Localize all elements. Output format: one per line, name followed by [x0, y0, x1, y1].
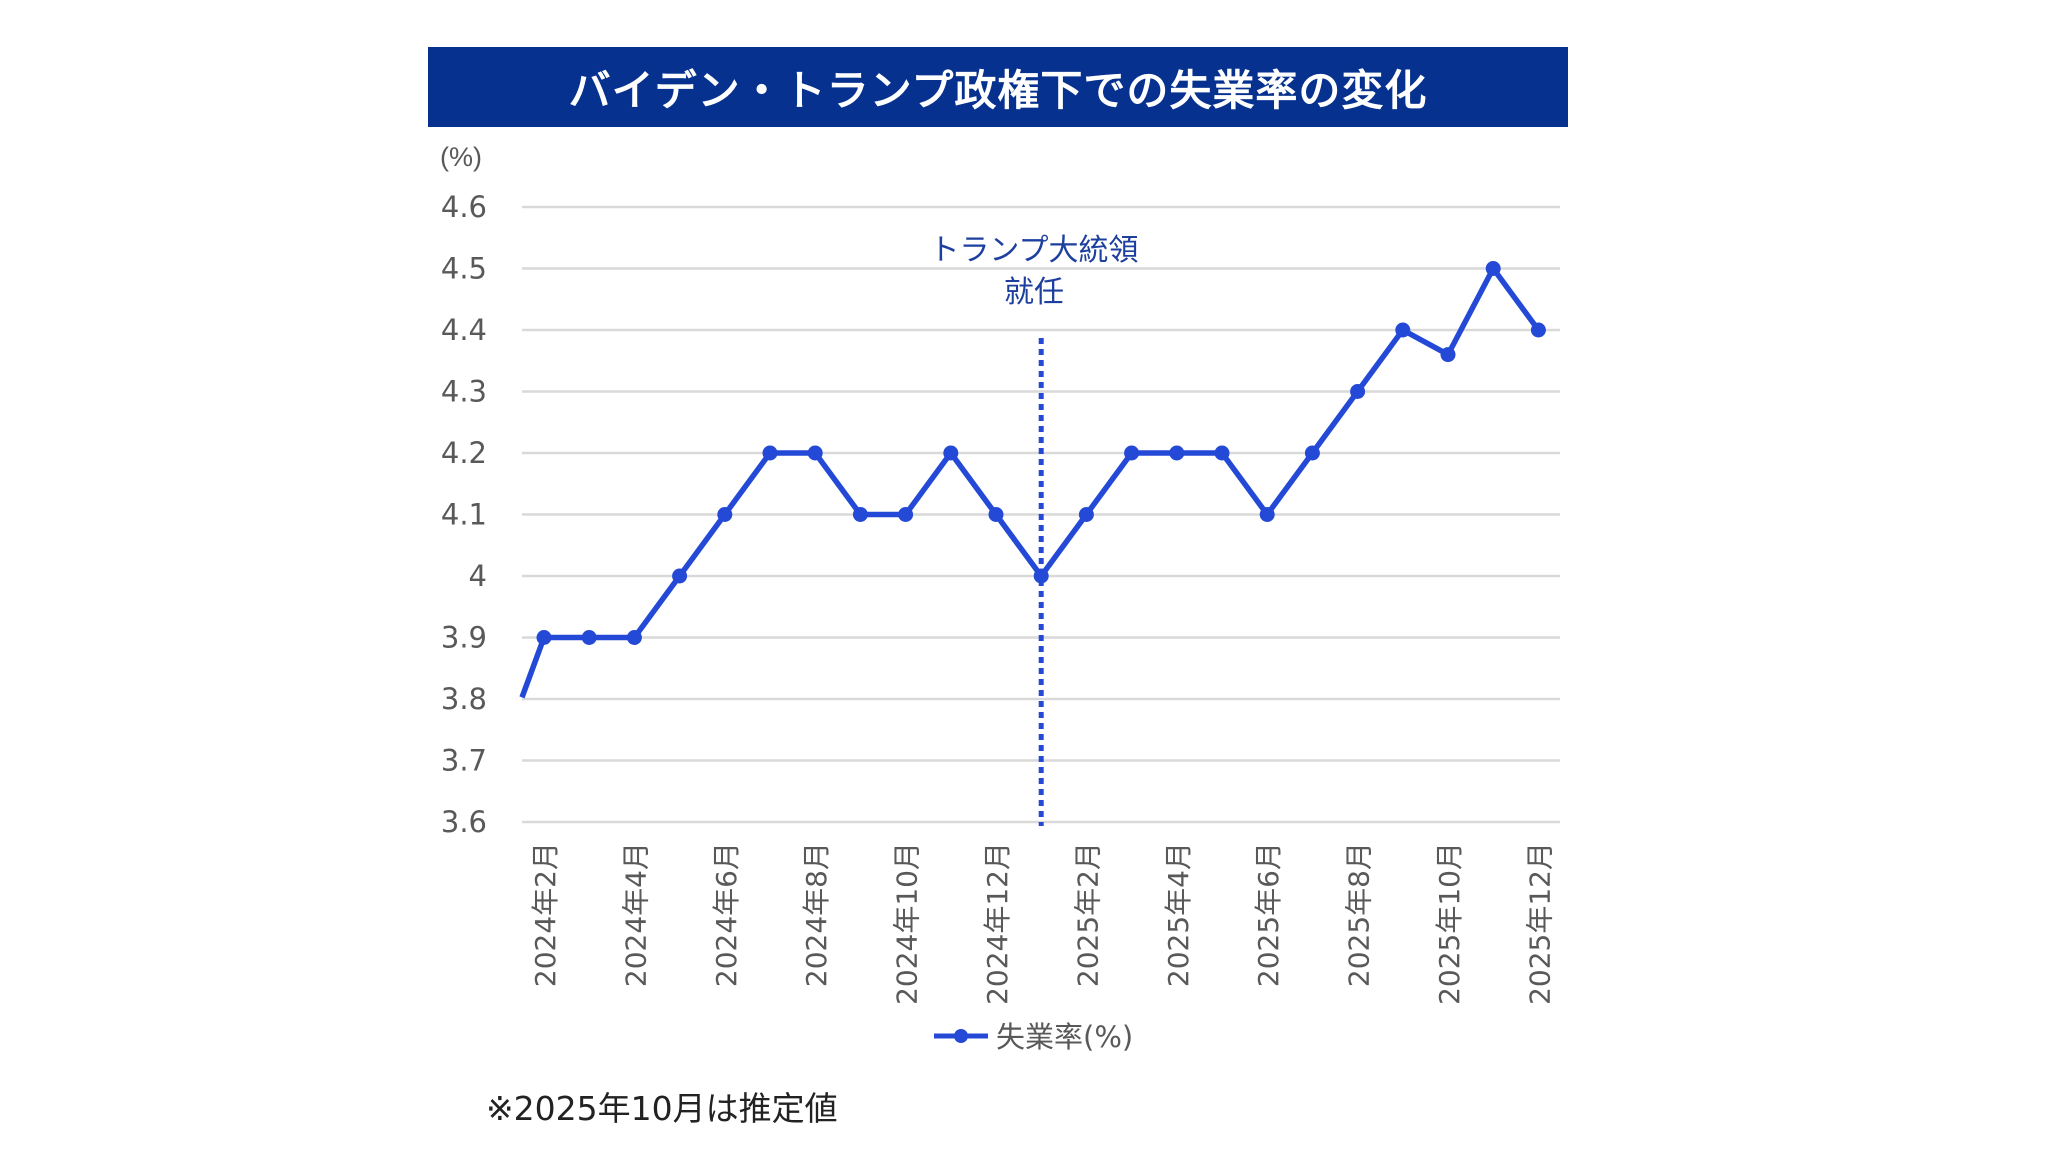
data-point: [1304, 445, 1320, 461]
data-point: [1440, 347, 1456, 363]
y-tick-label: 4.5: [441, 252, 487, 286]
y-tick-label: 4.1: [441, 498, 487, 532]
y-tick-label: 4.4: [441, 313, 487, 347]
footnote: ※2025年10月は推定値: [486, 1089, 838, 1128]
data-point: [1259, 507, 1275, 522]
y-tick-label: 3.9: [441, 621, 487, 655]
x-tick-label: 2024年8月: [800, 842, 833, 987]
series-line-unemployment: [519, 265, 1541, 699]
y-tick-label: 4.3: [441, 375, 487, 409]
data-point: [717, 507, 733, 522]
data-point: [626, 630, 642, 645]
legend-label: 失業率(%): [996, 1020, 1133, 1054]
data-point: [1078, 507, 1094, 522]
x-tick-label: 2024年4月: [619, 842, 652, 987]
data-point: [1169, 445, 1185, 461]
data-point: [581, 630, 597, 645]
x-tick-labels: 2024年2月 2024年4月 2024年6月 2024年8月 2024年10月 2024…: [529, 842, 1556, 1005]
x-tick-label: 2025年8月: [1343, 842, 1376, 987]
data-point: [1395, 322, 1411, 338]
annotation-line-1: トランプ大統領: [929, 233, 1138, 268]
x-tick-label: 2025年10月: [1433, 842, 1466, 1005]
x-tick-label: 2025年6月: [1252, 842, 1285, 987]
x-tick-label: 2025年4月: [1162, 842, 1195, 987]
x-tick-label: 2024年2月: [529, 842, 562, 987]
y-tick-label: 3.6: [441, 805, 487, 839]
legend: 失業率(%): [934, 1020, 1133, 1054]
y-tick-label: 4.2: [441, 436, 487, 470]
chart-title: バイデン・トランプ政権下での失業率の変化: [428, 47, 1568, 127]
y-axis-unit-label: (%): [440, 142, 482, 172]
y-tick-label: 3.7: [441, 744, 487, 778]
data-point: [807, 445, 823, 461]
data-point: [1124, 445, 1140, 461]
data-point: [762, 445, 778, 461]
legend-marker: [954, 1029, 968, 1043]
x-tick-label: 2025年2月: [1071, 842, 1104, 987]
data-point: [1033, 568, 1049, 584]
data-point: [536, 630, 552, 645]
data-point: [943, 445, 959, 461]
x-tick-label: 2024年10月: [891, 842, 924, 1005]
x-tick-label: 2025年12月: [1523, 842, 1556, 1005]
x-tick-label: 2024年12月: [981, 842, 1014, 1005]
data-point: [672, 568, 688, 584]
y-tick-label: 4.6: [441, 190, 487, 224]
series-line: [519, 265, 1541, 699]
x-tick-label: 2024年6月: [710, 842, 743, 987]
data-point: [898, 507, 914, 522]
y-tick-label: 4: [469, 559, 487, 593]
y-tick-labels: 3.6 3.7 3.8 3.9 4 4.1 4.2 4.3 4.4 4.5 4.6: [441, 190, 487, 839]
data-point: [852, 507, 868, 522]
data-point: [1485, 261, 1501, 276]
data-points: [536, 261, 1546, 645]
annotation-line-2: 就任: [1004, 275, 1064, 310]
data-point: [1214, 445, 1230, 461]
data-point: [1530, 322, 1546, 338]
y-tick-label: 3.8: [441, 682, 487, 716]
data-point: [1350, 384, 1366, 399]
data-point: [988, 507, 1004, 522]
